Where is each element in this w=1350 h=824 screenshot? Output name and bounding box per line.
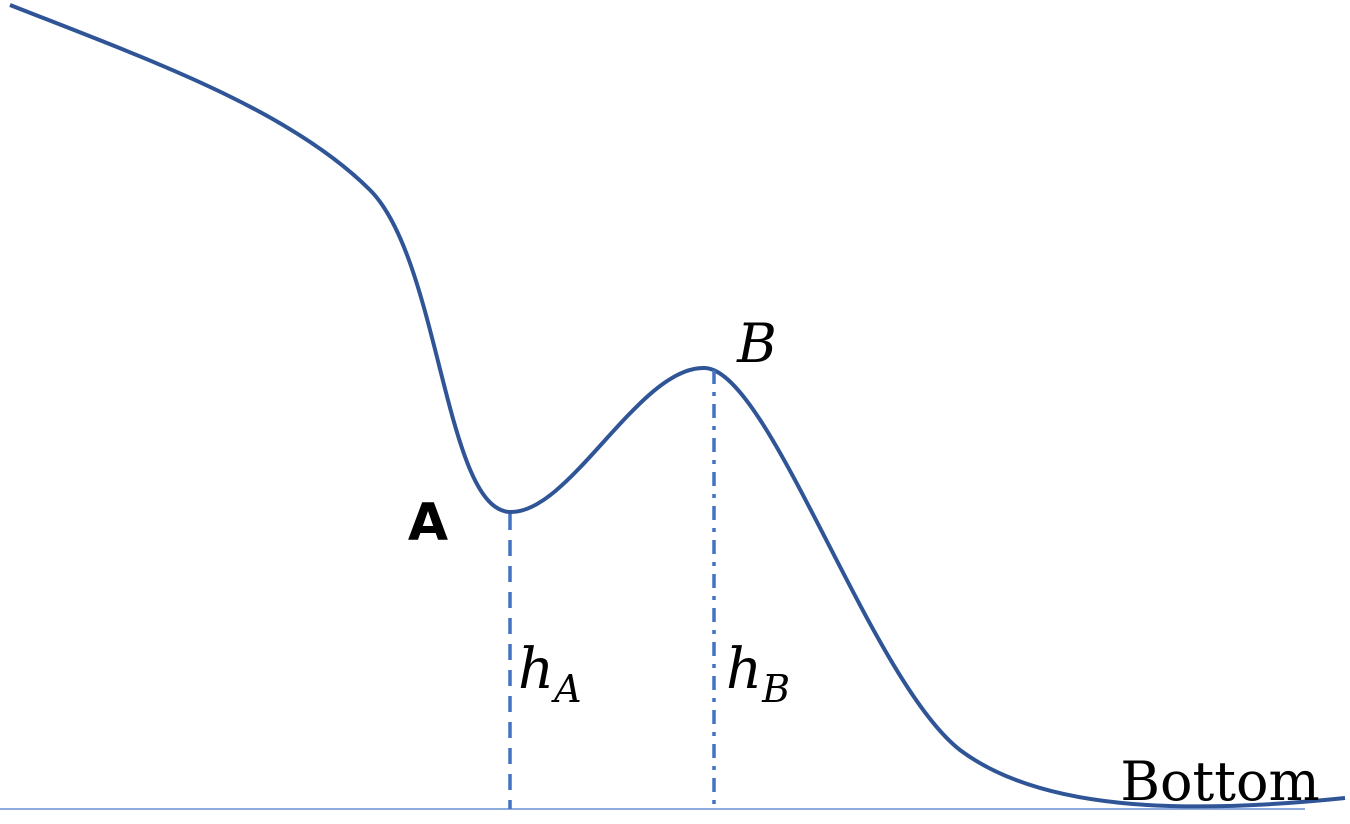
height-symbol: h bbox=[518, 637, 554, 702]
bottom-label: Bottom bbox=[1120, 750, 1319, 813]
height-subscript: A bbox=[551, 667, 581, 711]
height-symbol: h bbox=[726, 637, 762, 702]
height-b-label: hB bbox=[726, 637, 790, 711]
point-b-label: B bbox=[736, 312, 777, 375]
point-a-label: A bbox=[408, 493, 448, 553]
height-subscript: B bbox=[761, 667, 790, 711]
height-a-label: hA bbox=[518, 637, 582, 711]
terrain-curve bbox=[9, 3, 1346, 809]
